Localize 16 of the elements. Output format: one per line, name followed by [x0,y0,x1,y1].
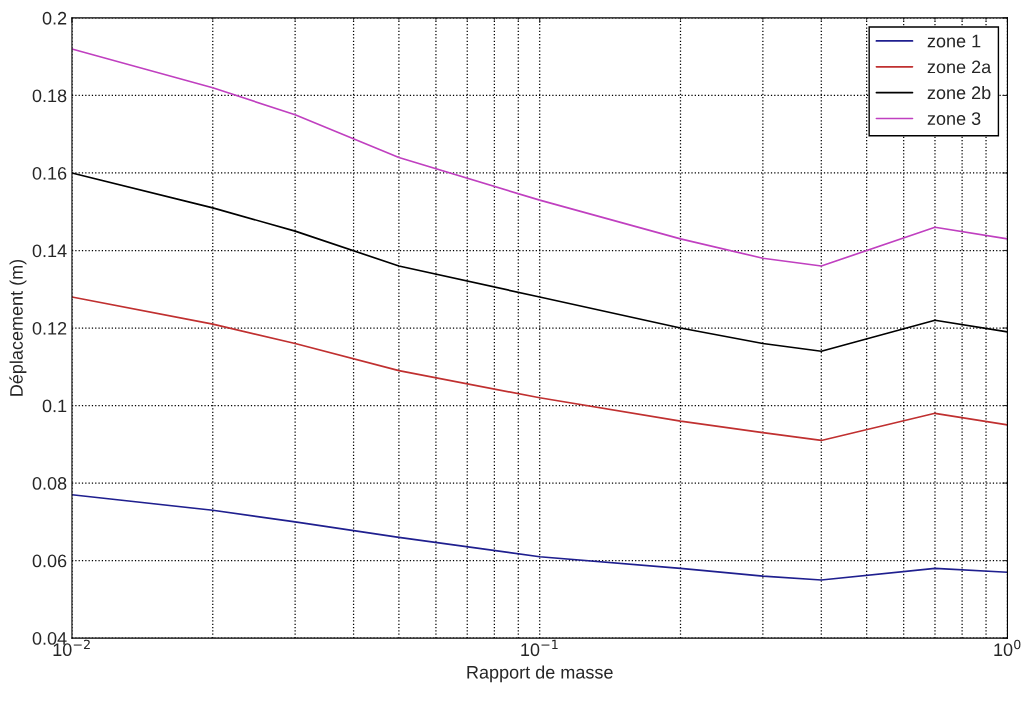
x-axis-title: Rapport de masse [467,665,613,683]
legend-label: zone 3 [927,112,981,126]
y-tick-label: 0.2 [42,11,67,25]
y-tick-label: 0.14 [32,244,67,258]
y-axis-title: Déplacement (m) [9,259,27,396]
y-tick-label: 0.16 [32,166,67,180]
legend-label: zone 1 [927,34,981,48]
legend-label: zone 2a [927,60,992,74]
y-tick-label: 0.06 [32,554,67,568]
legend-label: zone 2b [927,85,991,100]
y-tick-label: 0.1 [42,399,67,413]
x-tick-label: 10$^{0}$ [994,639,1021,657]
y-tick-label: 0.18 [32,89,67,103]
y-tick-label: 0.08 [32,477,67,490]
y-tick-label: 0.12 [32,321,67,335]
x-tick-label: 10$^{−1}$ [521,639,558,657]
